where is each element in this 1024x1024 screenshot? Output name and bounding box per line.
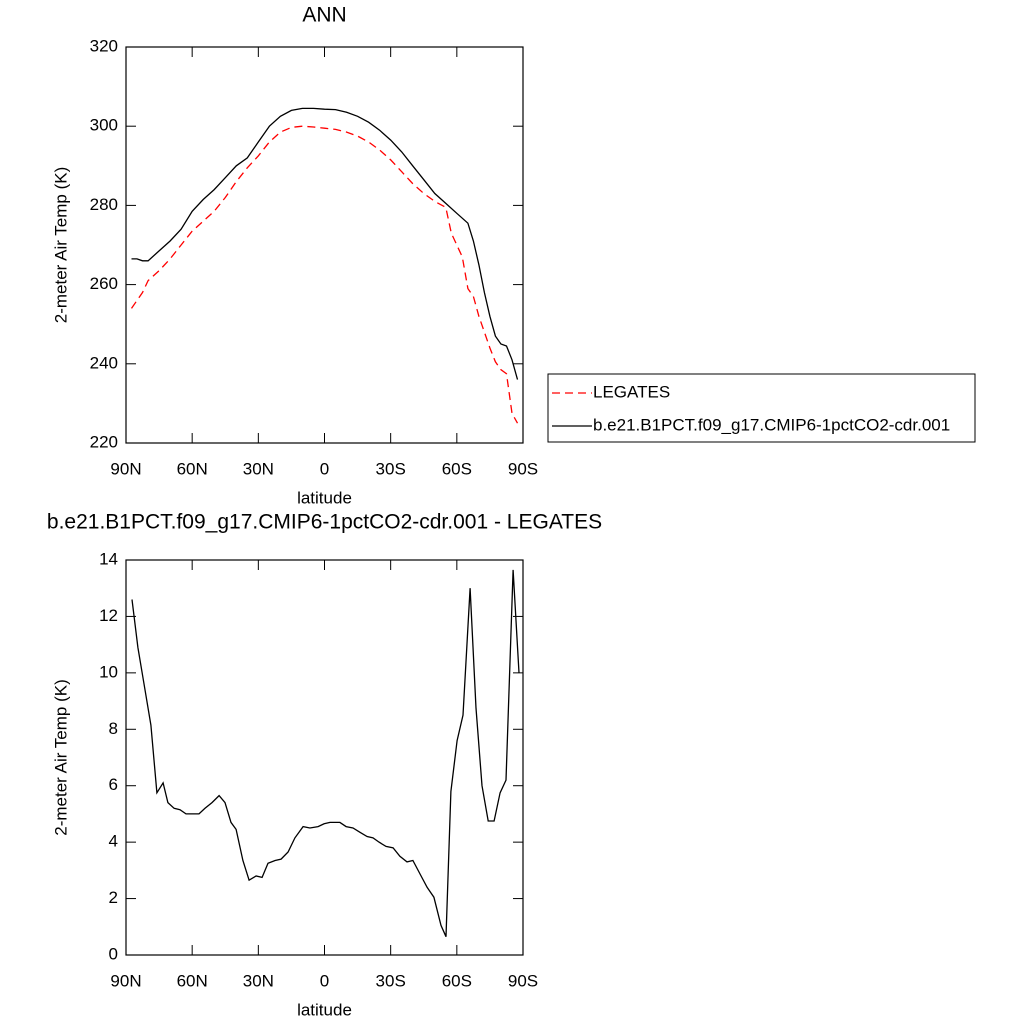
plot-frame xyxy=(125,559,524,956)
y-axis-label: 2-meter Air Temp (K) xyxy=(51,679,70,836)
data-line xyxy=(131,107,519,380)
chart-title: ANN xyxy=(302,4,346,27)
y-tick-label: 10 xyxy=(99,662,118,681)
legend-box xyxy=(547,373,976,443)
legend-label: b.e21.B1PCT.f09_g17.CMIP6-1pctCO2-cdr.00… xyxy=(593,415,950,434)
x-axis-label: latitude xyxy=(297,488,352,507)
y-tick-label: 4 xyxy=(109,832,118,851)
x-tick-label: 90S xyxy=(508,971,538,990)
x-tick-label: 60S xyxy=(442,459,472,478)
x-tick-label: 30N xyxy=(243,971,274,990)
plot-frame xyxy=(125,46,524,444)
x-tick-label: 60N xyxy=(177,971,208,990)
y-tick-label: 320 xyxy=(90,36,118,55)
y-tick-label: 8 xyxy=(109,719,118,738)
y-tick-label: 220 xyxy=(90,432,118,451)
x-tick-label: 90N xyxy=(110,459,141,478)
x-tick-label: 90S xyxy=(508,459,538,478)
y-tick-label: 260 xyxy=(90,274,118,293)
y-tick-label: 280 xyxy=(90,195,118,214)
chart-title: b.e21.B1PCT.f09_g17.CMIP6-1pctCO2-cdr.00… xyxy=(47,511,602,534)
y-axis-label: 2-meter Air Temp (K) xyxy=(51,167,70,324)
x-tick-label: 60N xyxy=(177,459,208,478)
data-line xyxy=(130,125,519,424)
data-line xyxy=(131,569,520,937)
y-tick-label: 14 xyxy=(99,549,118,568)
x-tick-label: 30N xyxy=(243,459,274,478)
y-tick-label: 0 xyxy=(109,944,118,963)
y-tick-label: 6 xyxy=(109,775,118,794)
x-tick-label: 60S xyxy=(442,971,472,990)
x-axis-label: latitude xyxy=(297,1000,352,1019)
y-tick-label: 300 xyxy=(90,116,118,135)
x-tick-label: 30S xyxy=(376,971,406,990)
x-tick-label: 0 xyxy=(320,971,329,990)
legend-label: LEGATES xyxy=(593,382,670,401)
y-tick-label: 12 xyxy=(99,606,118,625)
y-tick-label: 2 xyxy=(109,888,118,907)
x-tick-label: 90N xyxy=(110,971,141,990)
x-tick-label: 30S xyxy=(376,459,406,478)
y-tick-label: 240 xyxy=(90,353,118,372)
x-tick-label: 0 xyxy=(320,459,329,478)
